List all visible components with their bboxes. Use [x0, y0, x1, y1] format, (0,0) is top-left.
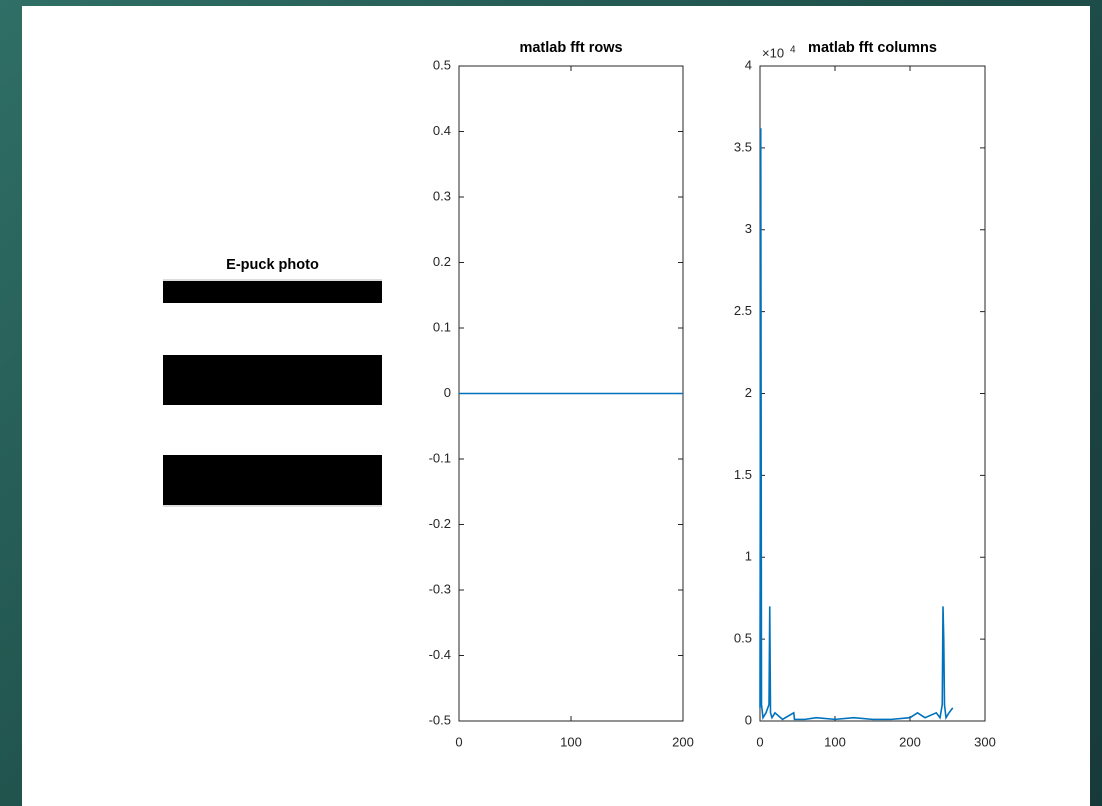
y-tick-label: 2 — [745, 385, 752, 400]
photo-stripe — [163, 455, 382, 505]
y-tick-label: 0.1 — [433, 319, 451, 334]
y-tick-label: 4 — [745, 57, 752, 72]
y-tick-label: 2.5 — [734, 303, 752, 318]
y-tick-label: -0.4 — [429, 647, 451, 662]
x-tick-label: 0 — [756, 734, 763, 749]
page: {"chart_data": [ {"type": "image", "titl… — [0, 0, 1102, 806]
y-tick-label: 0.3 — [433, 188, 451, 203]
y-multiplier: ×10 — [762, 45, 784, 60]
y-tick-label: 3.5 — [734, 139, 752, 154]
chart-title: matlab fft columns — [808, 40, 937, 56]
y-tick-label: 0.2 — [433, 254, 451, 269]
y-tick-label: 3 — [745, 221, 752, 236]
x-tick-label: 100 — [824, 734, 846, 749]
x-tick-label: 100 — [560, 734, 582, 749]
y-tick-label: -0.1 — [429, 450, 451, 465]
y-tick-label: -0.2 — [429, 516, 451, 531]
x-tick-label: 200 — [899, 734, 921, 749]
chart-title: matlab fft rows — [519, 40, 622, 56]
x-tick-label: 0 — [455, 734, 462, 749]
figure: E-puck photo -0.5 -0.4 -0.3 -0.2 -0.1 0 0.1 0.2 0… — [0, 0, 1102, 806]
y-tick-label: -0.5 — [429, 712, 451, 727]
y-tick-label: 0.5 — [734, 631, 752, 646]
photo-stripe — [163, 281, 382, 303]
x-tick-label: 200 — [672, 734, 694, 749]
y-tick-label: -0.3 — [429, 581, 451, 596]
y-multiplier-exponent: 4 — [790, 45, 796, 56]
y-tick-label: 0.5 — [433, 57, 451, 72]
y-tick-label: 0 — [745, 712, 752, 727]
y-tick-label: 0 — [444, 385, 451, 400]
x-tick-label: 300 — [974, 734, 996, 749]
y-tick-label: 0.4 — [433, 123, 451, 138]
photo-stripe — [163, 355, 382, 405]
y-tick-label: 1 — [745, 549, 752, 564]
chart-title: E-puck photo — [226, 257, 319, 273]
y-tick-label: 1.5 — [734, 467, 752, 482]
slide-panel — [22, 6, 1090, 806]
